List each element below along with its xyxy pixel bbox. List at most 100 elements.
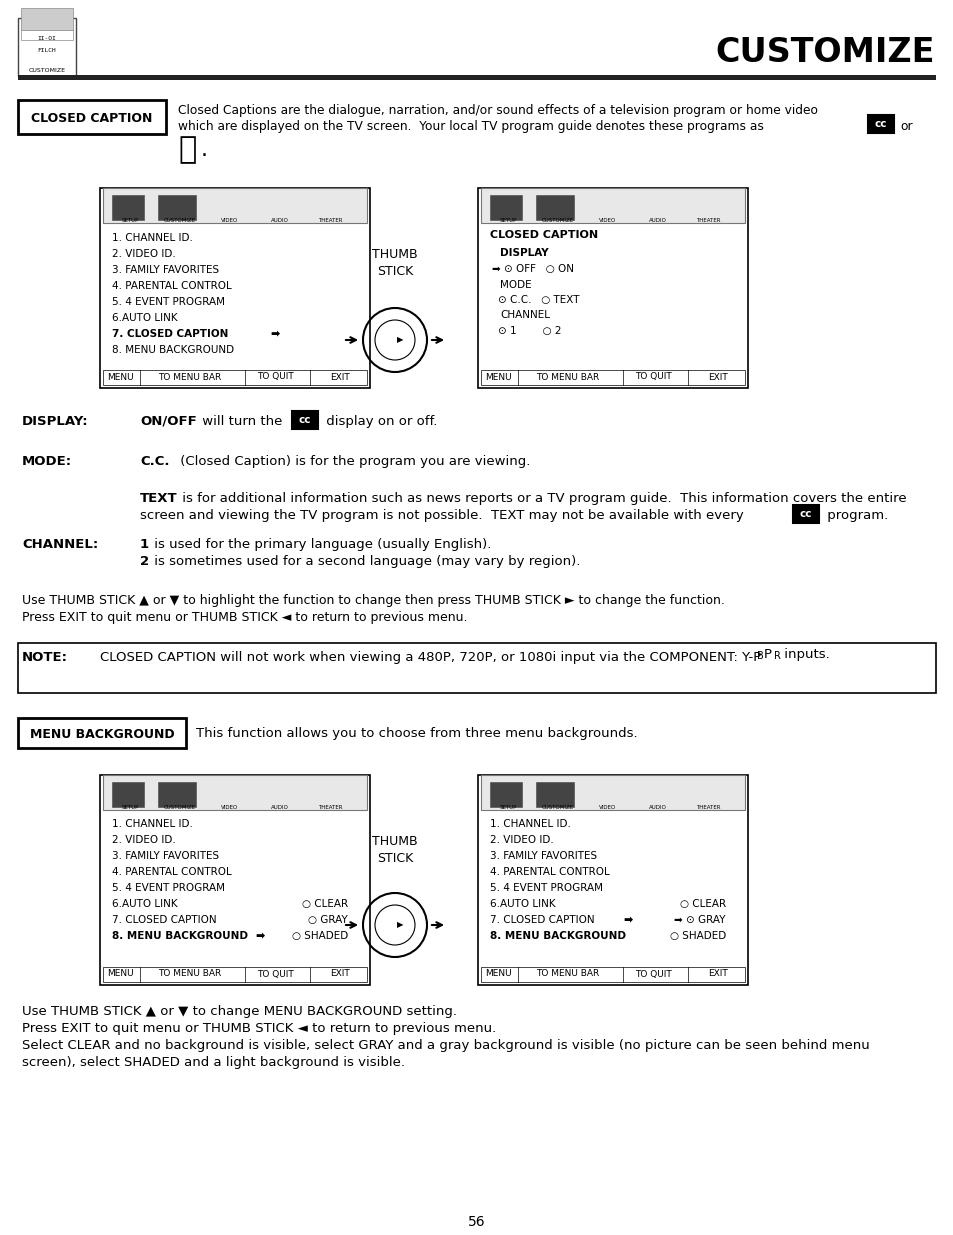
Text: CHANNEL:: CHANNEL: [22,538,98,551]
Text: AUDIO: AUDIO [271,805,289,810]
Text: display on or off.: display on or off. [322,415,436,429]
Text: will turn the: will turn the [198,415,286,429]
Text: CHANNEL: CHANNEL [499,310,550,320]
Text: TO MENU BAR: TO MENU BAR [158,373,221,382]
Text: VIDEO: VIDEO [598,219,616,224]
Text: ⊙ C.C.   ○ TEXT: ⊙ C.C. ○ TEXT [497,295,578,305]
Text: TO QUIT: TO QUIT [634,373,671,382]
Text: CUSTOMIZE: CUSTOMIZE [715,36,934,68]
Bar [480,370,744,385]
Text: SETUP: SETUP [121,219,138,224]
Bar [103,967,367,982]
Text: Press EXIT to quit menu or THUMB STICK ◄ to return to previous menu.: Press EXIT to quit menu or THUMB STICK ◄… [22,611,467,624]
Text: TO MENU BAR: TO MENU BAR [536,969,599,978]
Text: VIDEO: VIDEO [221,805,238,810]
Text: MODE: MODE [499,280,531,290]
Text: THUMB
STICK: THUMB STICK [372,835,417,864]
Text: This function allows you to choose from three menu backgrounds.: This function allows you to choose from … [195,727,637,741]
Text: .: . [201,140,208,161]
Text: ⊙ 1        ○ 2: ⊙ 1 ○ 2 [497,326,561,336]
Bar [103,370,367,385]
Text: SETUP: SETUP [121,805,138,810]
Bar [158,195,195,220]
Text: 3. FAMILY FAVORITES: 3. FAMILY FAVORITES [112,851,219,861]
Bar [477,776,747,986]
Text: MENU: MENU [484,373,511,382]
Text: CUSTOMIZE: CUSTOMIZE [541,219,574,224]
Text: ▶: ▶ [396,336,403,345]
Text: TO MENU BAR: TO MENU BAR [158,969,221,978]
Text: 8. MENU BACKGROUND: 8. MENU BACKGROUND [490,931,625,941]
Text: ➡ ⊙ GRAY: ➡ ⊙ GRAY [674,915,725,925]
Bar [18,75,935,80]
Text: 8. MENU BACKGROUND: 8. MENU BACKGROUND [112,345,233,354]
Text: 7. CLOSED CAPTION: 7. CLOSED CAPTION [490,915,594,925]
Text: ○ SHADED: ○ SHADED [669,931,725,941]
Text: 1. CHANNEL ID.: 1. CHANNEL ID. [112,233,193,243]
Text: cc: cc [874,119,886,128]
Text: ON/OFF: ON/OFF [140,415,196,429]
Text: 4. PARENTAL CONTROL: 4. PARENTAL CONTROL [490,867,609,877]
Text: VIDEO: VIDEO [221,219,238,224]
Text: ⎕: ⎕ [178,135,196,164]
Text: TO QUIT: TO QUIT [634,969,671,978]
Text: 2. VIDEO ID.: 2. VIDEO ID. [112,249,175,259]
Text: EXIT: EXIT [707,373,727,382]
Text: MODE:: MODE: [22,454,72,468]
Text: CLOSED CAPTION will not work when viewing a 480P, 720P, or 1080i input via the C: CLOSED CAPTION will not work when viewin… [100,651,760,664]
Text: ➡: ➡ [254,931,264,941]
Text: ○ CLEAR: ○ CLEAR [301,899,348,909]
Bar [100,776,370,986]
Bar [18,643,935,693]
Bar [21,7,73,30]
Bar [103,776,367,810]
Bar [292,411,317,429]
Text: 8. MENU BACKGROUND: 8. MENU BACKGROUND [112,931,248,941]
Text: CLOSED CAPTION: CLOSED CAPTION [31,111,152,125]
Text: TO MENU BAR: TO MENU BAR [536,373,599,382]
Text: THEATER: THEATER [695,219,720,224]
Text: is used for the primary language (usually English).: is used for the primary language (usuall… [150,538,491,551]
Text: DISPLAY:: DISPLAY: [22,415,89,429]
Text: 1. CHANNEL ID.: 1. CHANNEL ID. [490,819,570,829]
Bar [100,188,370,388]
Text: SETUP: SETUP [498,805,517,810]
Text: is for additional information such as news reports or a TV program guide.  This : is for additional information such as ne… [178,492,905,505]
Text: II-OI: II-OI [37,36,56,41]
Text: Press EXIT to quit menu or THUMB STICK ◄ to return to previous menu.: Press EXIT to quit menu or THUMB STICK ◄… [22,1023,496,1035]
Text: 6.AUTO LINK: 6.AUTO LINK [112,312,177,324]
Text: ○ GRAY: ○ GRAY [308,915,348,925]
Text: Select CLEAR and no background is visible, select GRAY and a gray background is : Select CLEAR and no background is visibl… [22,1039,869,1052]
Text: THEATER: THEATER [695,805,720,810]
Text: or: or [899,120,912,133]
Text: CUSTOMIZE: CUSTOMIZE [29,68,66,73]
Text: 7. CLOSED CAPTION: 7. CLOSED CAPTION [112,329,228,338]
Bar [480,776,744,810]
Text: ○ SHADED: ○ SHADED [292,931,348,941]
Bar [21,30,73,40]
Text: AUDIO: AUDIO [648,219,666,224]
Text: Use THUMB STICK ▲ or ▼ to highlight the function to change then press THUMB STIC: Use THUMB STICK ▲ or ▼ to highlight the … [22,594,724,606]
Text: ▶: ▶ [396,920,403,930]
Text: MENU: MENU [107,969,133,978]
Text: 2. VIDEO ID.: 2. VIDEO ID. [112,835,175,845]
Bar [536,195,574,220]
Text: 2: 2 [140,555,149,568]
Text: THUMB
STICK: THUMB STICK [372,248,417,278]
Text: P: P [763,648,771,661]
Text: cc: cc [298,415,311,425]
Text: screen), select SHADED and a light background is visible.: screen), select SHADED and a light backg… [22,1056,405,1070]
Text: 3. FAMILY FAVORITES: 3. FAMILY FAVORITES [112,266,219,275]
Text: EXIT: EXIT [330,373,350,382]
Text: Use THUMB STICK ▲ or ▼ to change MENU BACKGROUND setting.: Use THUMB STICK ▲ or ▼ to change MENU BA… [22,1005,456,1018]
Text: MENU BACKGROUND: MENU BACKGROUND [30,727,174,741]
Text: ➡: ➡ [270,329,279,338]
Text: Closed Captions are the dialogue, narration, and/or sound effects of a televisio: Closed Captions are the dialogue, narrat… [178,104,817,117]
Bar [867,115,893,133]
Text: CUSTOMIZE: CUSTOMIZE [164,219,196,224]
Bar [480,188,744,224]
Text: 6.AUTO LINK: 6.AUTO LINK [490,899,555,909]
Text: EXIT: EXIT [707,969,727,978]
Text: TEXT: TEXT [140,492,177,505]
Text: 1: 1 [140,538,149,551]
